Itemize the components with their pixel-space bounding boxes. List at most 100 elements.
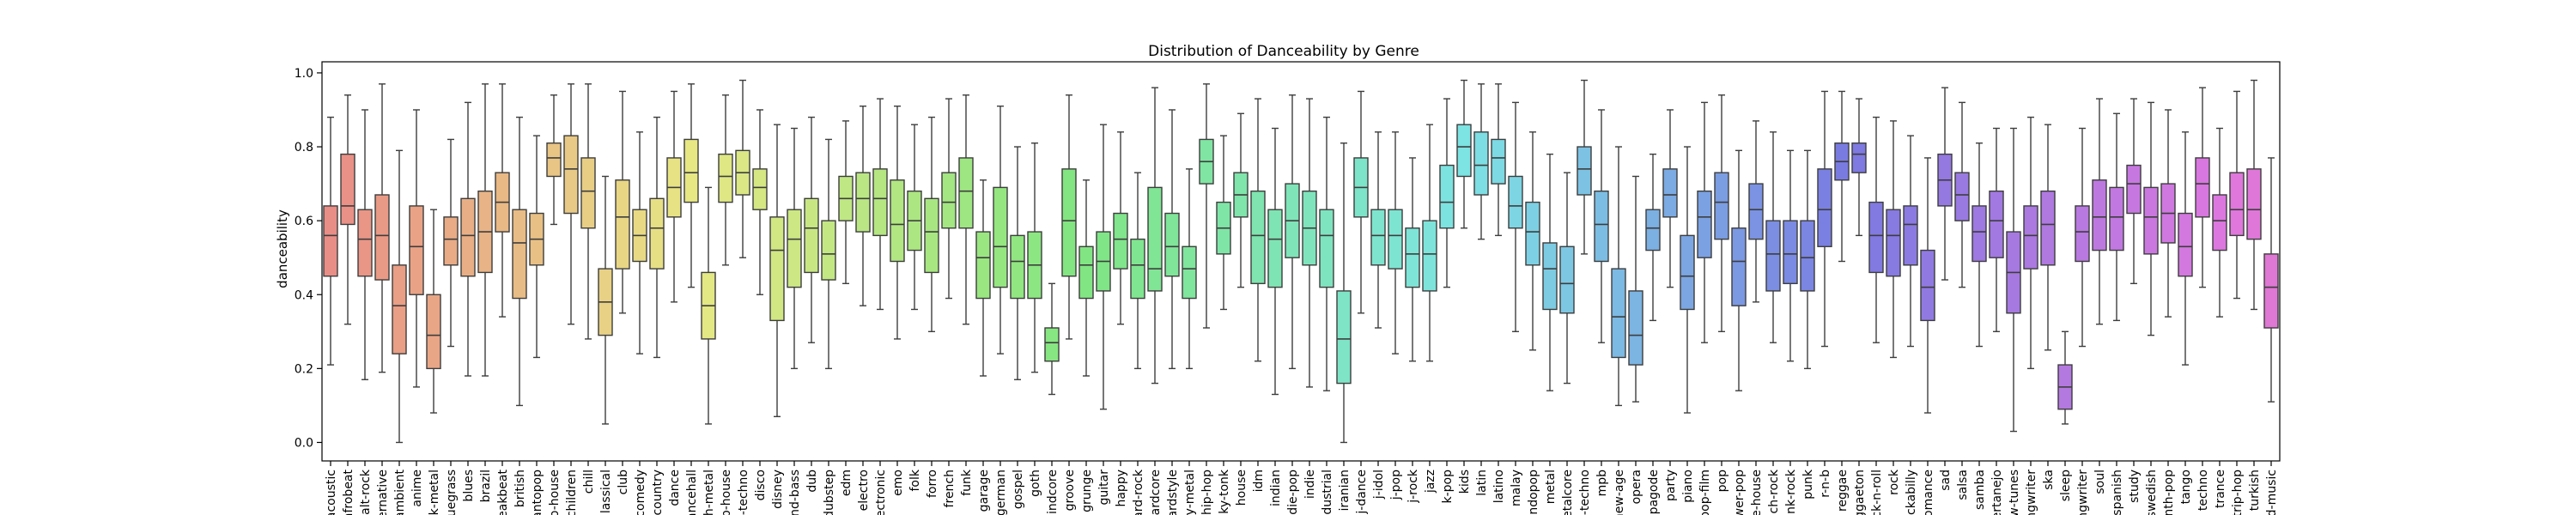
box-hardstyle xyxy=(1164,109,1180,370)
box-hard-rock xyxy=(1130,172,1145,370)
iqr-box xyxy=(1061,168,1077,277)
box-blues xyxy=(460,101,476,377)
box-funk xyxy=(958,94,974,325)
x-tick-label: samba xyxy=(1973,470,1987,510)
x-tick-label: indie xyxy=(1303,470,1317,499)
iqr-box xyxy=(1800,220,1815,292)
x-tick-label: swedish xyxy=(2145,470,2159,515)
box-bluegrass xyxy=(443,138,459,348)
iqr-box xyxy=(1113,212,1128,270)
x-tick-label: grunge xyxy=(1080,470,1094,512)
iqr-box xyxy=(1508,175,1523,229)
iqr-box xyxy=(1250,190,1266,285)
iqr-box xyxy=(1044,327,1060,362)
x-tick-label: metal xyxy=(1544,470,1558,504)
iqr-box xyxy=(2092,179,2107,251)
box-classical xyxy=(598,175,613,425)
iqr-box xyxy=(1559,245,1575,314)
x-axis: acoustic afrobeat alt-rock ernative ambient a… xyxy=(325,461,2279,515)
x-tick-label: l-techno xyxy=(1578,470,1592,515)
iqr-box xyxy=(374,194,390,281)
box-ambient xyxy=(392,149,407,444)
iqr-box xyxy=(1164,212,1180,277)
box-salsa xyxy=(1954,101,1970,288)
iqr-box xyxy=(1336,290,1352,385)
iqr-box xyxy=(2040,190,2056,266)
box-pop xyxy=(1714,94,1729,333)
x-tick-label: ck-n-roll xyxy=(1870,470,1884,515)
iqr-box xyxy=(340,153,355,226)
x-tick-label: brazil xyxy=(479,470,493,502)
iqr-box xyxy=(546,142,562,178)
box-drum-and-bass xyxy=(787,127,802,370)
x-tick-label: ngwriter xyxy=(2076,470,2090,515)
x-tick-label: k-metal xyxy=(428,470,441,515)
x-tick-label: idm xyxy=(1252,470,1266,492)
box-study xyxy=(2126,98,2142,285)
iqr-box xyxy=(975,231,991,300)
box-trip-hop xyxy=(2229,90,2245,300)
x-tick-label: ard-rock xyxy=(1132,469,1145,515)
box-country xyxy=(649,116,665,359)
x-tick-label: k-pop xyxy=(1441,470,1455,504)
x-tick-label: nd-bass xyxy=(788,470,802,515)
x-tick-label: d-music xyxy=(2265,470,2279,515)
x-tick-label: guitar xyxy=(1097,470,1111,506)
x-tick-label: children xyxy=(565,470,579,515)
box-synth-pop xyxy=(2160,109,2176,318)
box-detroit-techno xyxy=(735,79,750,258)
box-piano xyxy=(1680,146,1695,414)
box-world-music xyxy=(2263,157,2279,403)
x-tick-label: chill xyxy=(582,470,596,494)
x-tick-label: groove xyxy=(1063,470,1077,511)
iqr-box xyxy=(787,209,802,288)
box-hip-hop xyxy=(1199,83,1214,329)
iqr-box xyxy=(1920,249,1935,322)
iqr-box xyxy=(1439,164,1455,229)
box-tango xyxy=(2178,131,2193,366)
x-tick-label: folk xyxy=(908,469,922,491)
iqr-box xyxy=(1886,209,1901,277)
x-tick-label: ckabilly xyxy=(1905,470,1918,515)
box-alt-rock xyxy=(357,109,373,380)
iqr-box xyxy=(2143,186,2159,255)
y-tick-label: 0.0 xyxy=(295,436,313,450)
y-tick-label: 0.2 xyxy=(295,362,313,376)
box-garage xyxy=(975,179,991,377)
x-tick-label: e-house xyxy=(1750,470,1764,515)
x-tick-label: german xyxy=(994,470,1008,515)
x-tick-label: dubstep xyxy=(823,470,836,515)
box-afrobeat xyxy=(340,94,355,325)
box-german xyxy=(993,105,1008,354)
x-tick-label: new-age xyxy=(1613,470,1626,515)
x-tick-label: trip-hop xyxy=(2231,470,2245,515)
x-tick-label: nth-pop xyxy=(2162,470,2176,515)
iqr-box xyxy=(2195,157,2210,218)
box-songwriter xyxy=(2075,127,2090,348)
y-tick-label: 0.8 xyxy=(295,141,313,154)
x-tick-label: alt-rock xyxy=(359,469,373,515)
iqr-box xyxy=(2229,172,2245,237)
x-tick-label: reggae xyxy=(1836,470,1850,512)
x-tick-label: punk xyxy=(1801,469,1815,500)
box-j-dance xyxy=(1353,90,1369,314)
x-tick-label: acoustic xyxy=(325,470,338,515)
iqr-box xyxy=(1817,168,1832,247)
iqr-box xyxy=(460,197,476,277)
box-metalcore xyxy=(1559,172,1575,385)
box-j-rock xyxy=(1405,157,1420,362)
x-tick-label: ggaeton xyxy=(1853,470,1867,515)
iqr-box xyxy=(2263,253,2279,329)
iqr-box xyxy=(1731,227,1747,306)
box-swedish xyxy=(2143,101,2159,336)
x-tick-label: mpb xyxy=(1595,470,1609,497)
box-breakbeat xyxy=(495,83,510,318)
x-tick-label: kids xyxy=(1458,470,1472,494)
box-r-n-b xyxy=(1817,90,1832,348)
x-tick-label: j-rock xyxy=(1406,469,1420,504)
x-tick-label: ernative xyxy=(376,470,390,515)
iqr-box xyxy=(1182,245,1197,300)
iqr-box xyxy=(2075,205,2090,263)
x-tick-label: opera xyxy=(1630,470,1643,504)
